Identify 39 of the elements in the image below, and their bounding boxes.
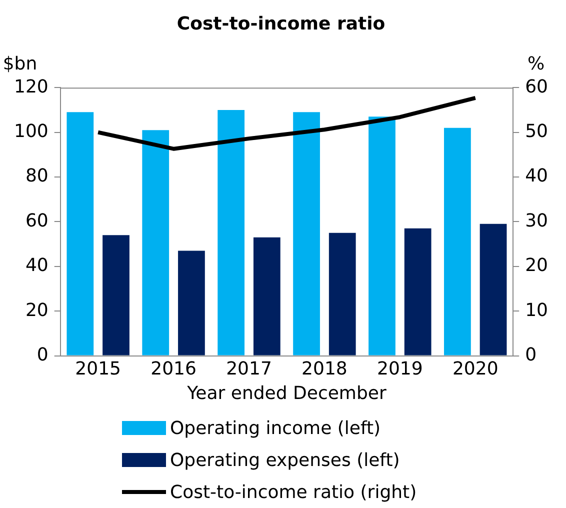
bar (328, 232, 356, 356)
legend-label: Cost-to-income ratio (right) (170, 482, 417, 502)
bar (66, 112, 94, 356)
y-axis-title: $bn (2, 53, 38, 74)
bar (404, 228, 432, 356)
bar (102, 235, 130, 356)
bar (142, 130, 170, 356)
bar (368, 116, 396, 356)
bar (293, 112, 320, 356)
bar (480, 224, 507, 356)
y-tick-label: 0 (36, 344, 48, 366)
y-tick-label: 20 (25, 300, 48, 321)
y2-tick-label: 60 (525, 76, 548, 98)
x-axis-title: Year ended December (186, 382, 387, 404)
x-tick-label: 2017 (226, 358, 272, 380)
bar (253, 237, 280, 356)
y-tick-label: 120 (14, 76, 48, 98)
y2-tick-label: 10 (525, 300, 548, 321)
y2-tick-label: 30 (525, 210, 548, 232)
y2-tick-label: 20 (525, 255, 548, 276)
bar (218, 110, 245, 356)
bar (178, 250, 205, 356)
y2-tick-label: 50 (525, 120, 548, 142)
y2-tick-label: 0 (525, 344, 537, 366)
y-tick-label: 100 (14, 120, 48, 142)
y2-axis-title: % (527, 53, 545, 74)
chart-title: Cost-to-income ratio (176, 13, 386, 34)
y-tick-label: 80 (25, 166, 48, 187)
x-tick-label: 2016 (150, 358, 196, 380)
bar (444, 128, 471, 356)
legend-label: Operating income (left) (170, 418, 381, 438)
y2-tick-label: 40 (525, 166, 548, 187)
x-tick-label: 2020 (452, 358, 498, 380)
legend-label: Operating expenses (left) (170, 450, 400, 470)
x-tick-label: 2015 (75, 358, 121, 380)
y-tick-label: 60 (25, 210, 48, 232)
x-tick-label: 2018 (302, 358, 348, 380)
x-tick-label: 2019 (377, 358, 423, 380)
y-tick-label: 40 (25, 255, 48, 276)
